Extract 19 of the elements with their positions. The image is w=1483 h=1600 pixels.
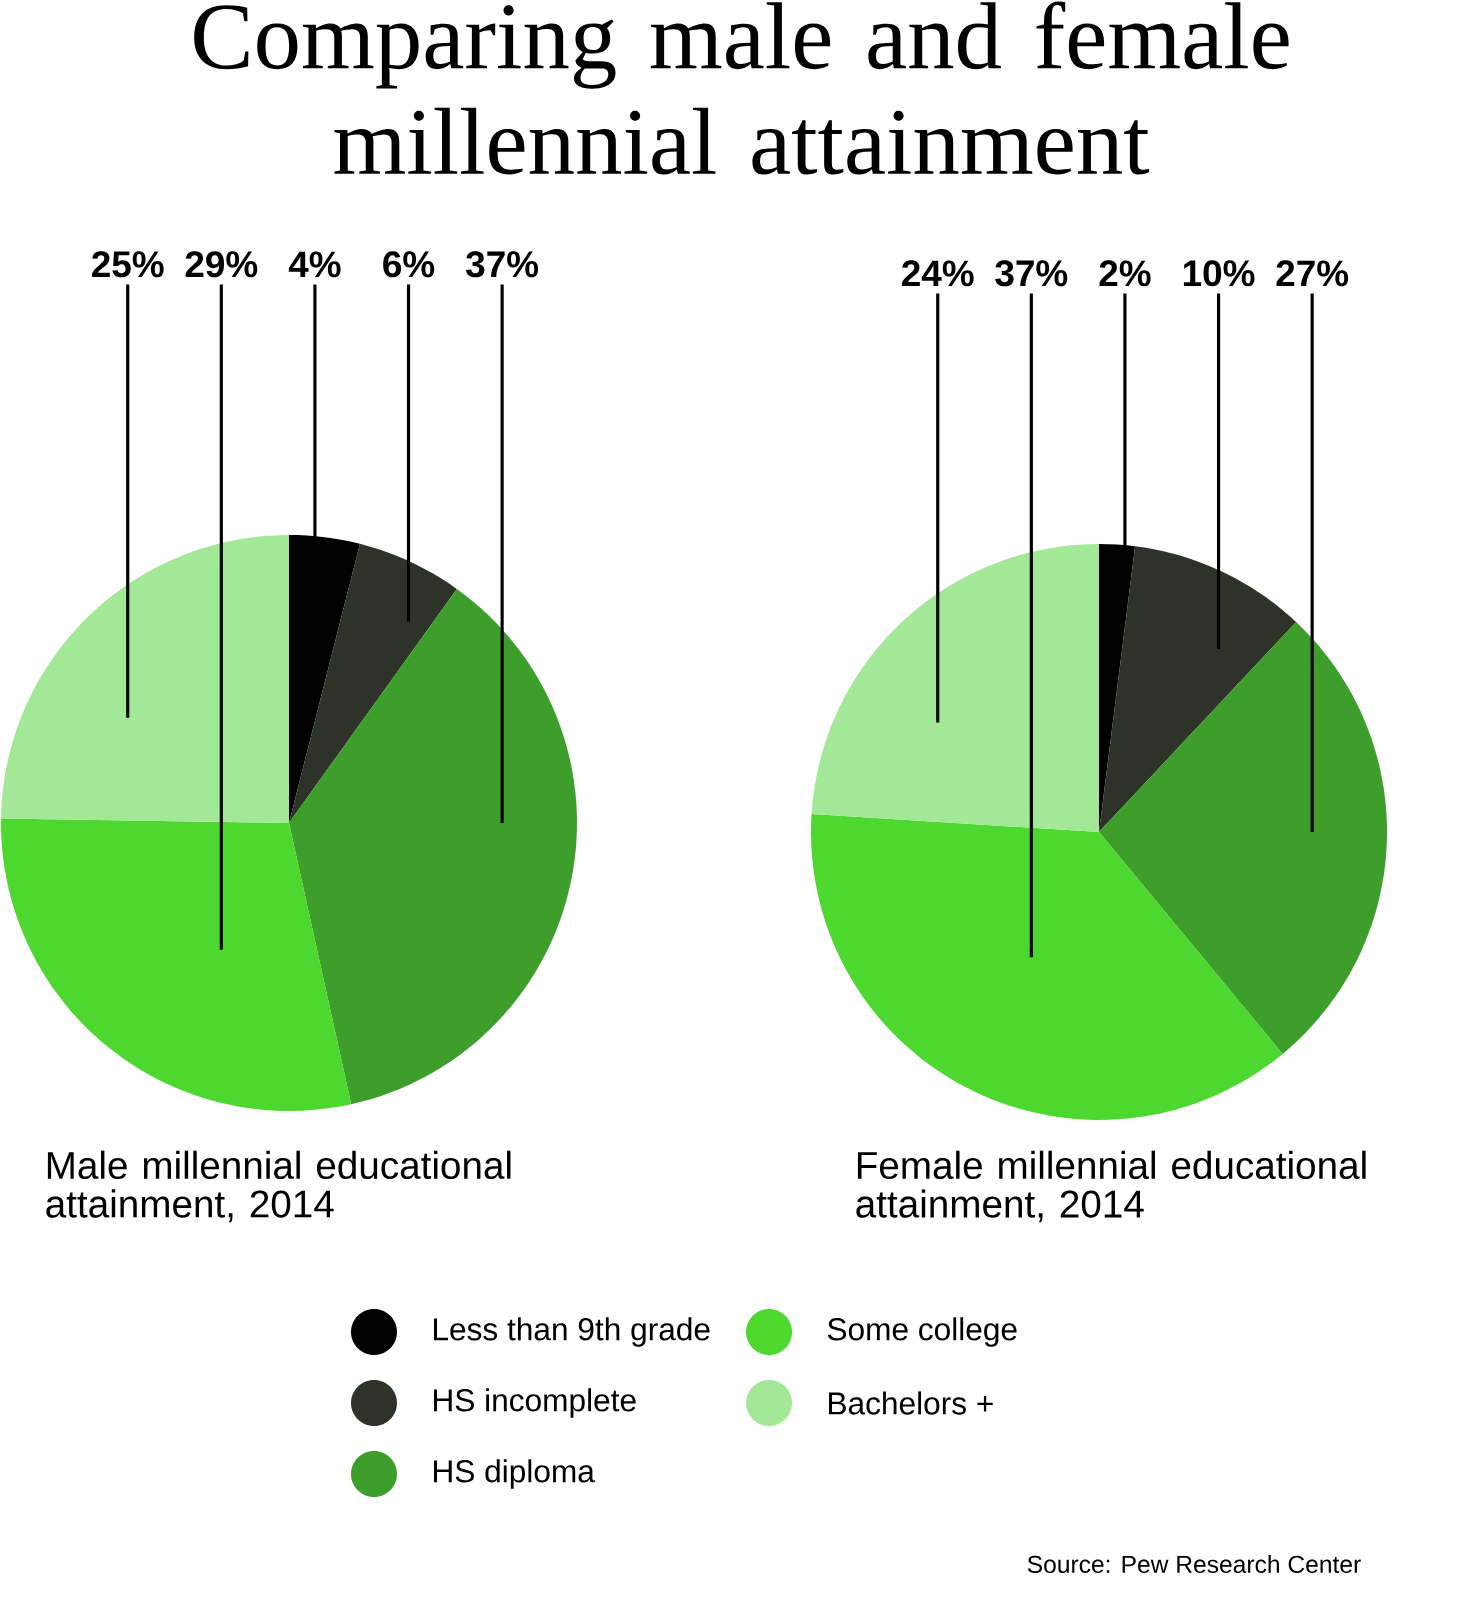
data-label: 2%	[1099, 260, 1151, 287]
data-label: 25%	[92, 251, 164, 278]
text: Male millennial educational attainment, 2014	[46, 1150, 511, 1223]
legend-label: Some college	[827, 1317, 1017, 1347]
data-label: 4%	[288, 251, 341, 278]
data-label: 24%	[902, 260, 974, 287]
chart-title: Comparing male and female millennial attainment	[194, 1, 1289, 175]
legend-label: Less than 9th grade	[434, 1317, 710, 1347]
data-label: 6%	[383, 251, 435, 278]
text: Female millennial educational attainment, 2014	[856, 1150, 1366, 1223]
legend-label: Bachelors +	[829, 1391, 993, 1415]
data-label: 27%	[1276, 260, 1349, 287]
data-label: 10%	[1183, 260, 1255, 287]
source-note: Source: Pew Research Center	[1027, 1555, 1361, 1574]
legend-label: HS diploma	[434, 1459, 595, 1489]
data-label: 29%	[185, 251, 258, 278]
legend-label: HS incomplete	[434, 1388, 636, 1418]
data-label: 37%	[466, 251, 539, 278]
data-label: 37%	[995, 260, 1068, 287]
